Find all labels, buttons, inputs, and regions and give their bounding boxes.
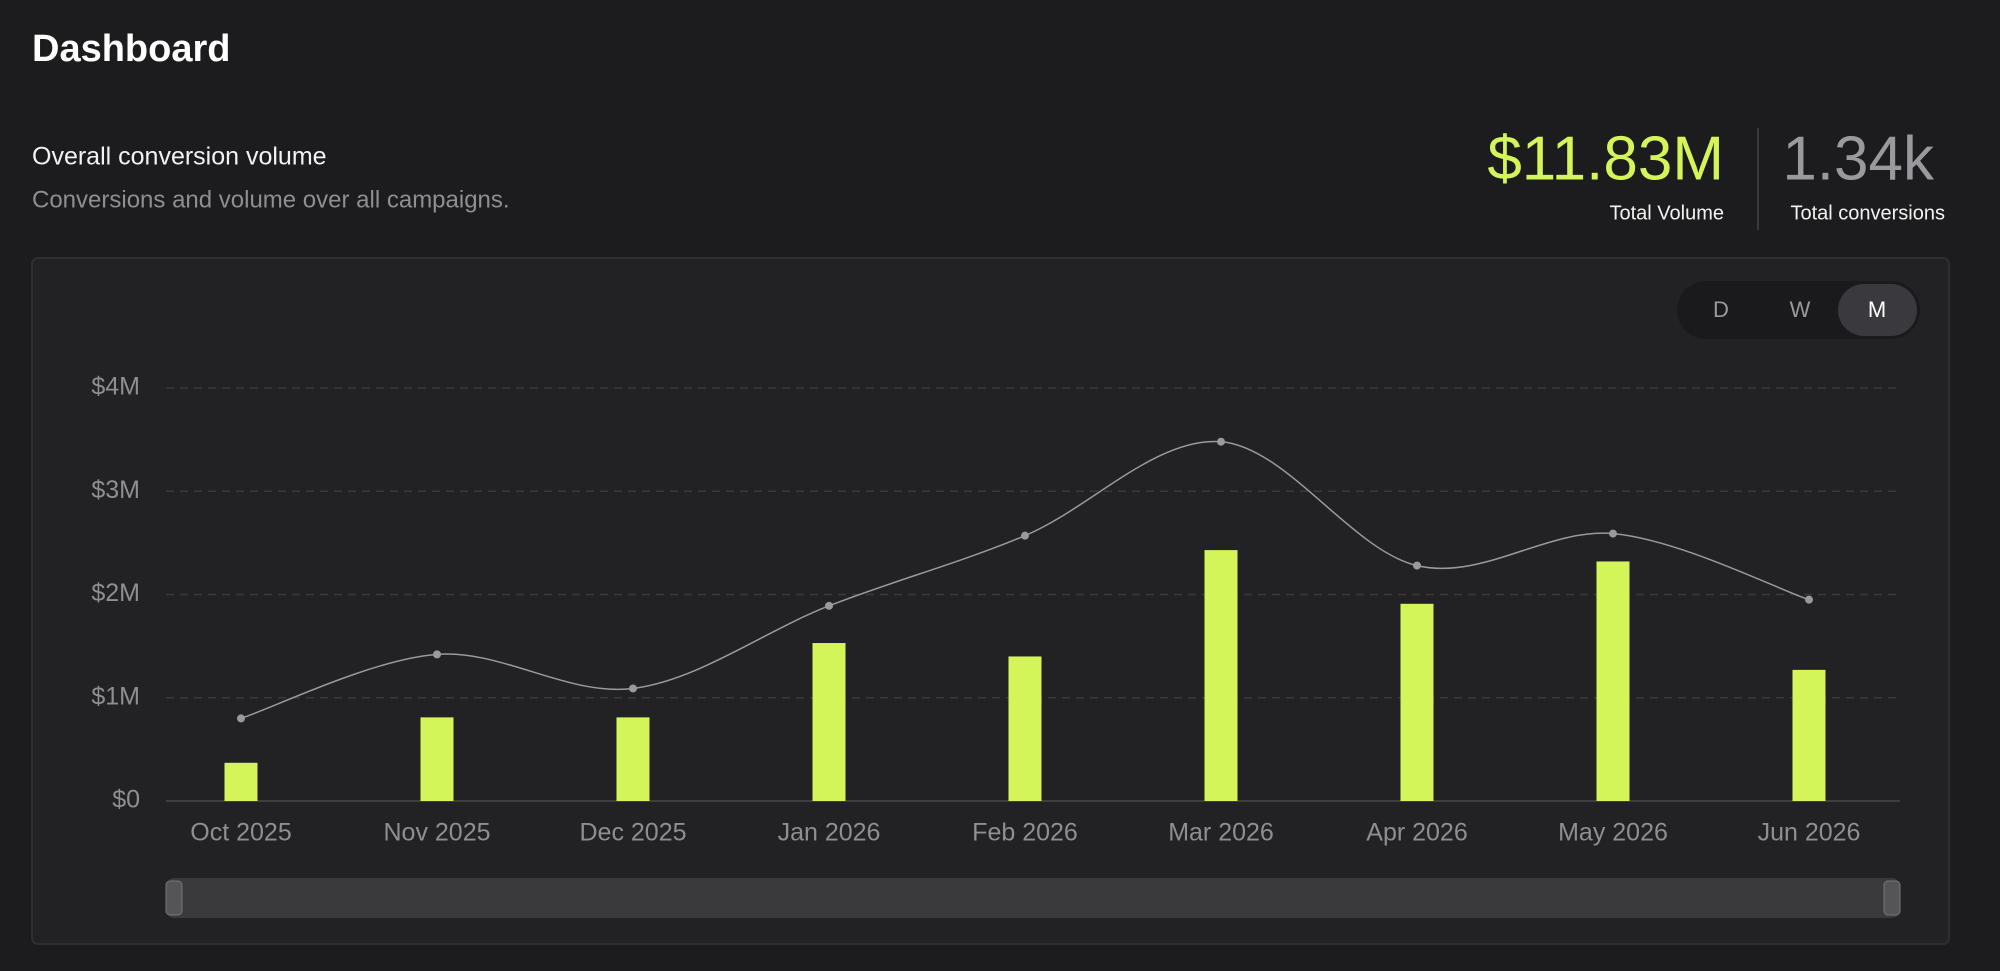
bar — [1596, 561, 1630, 801]
x-tick-label: May 2026 — [1558, 819, 1668, 847]
kpi-value: 1.34k — [1782, 124, 1935, 193]
bar — [812, 643, 846, 801]
y-tick-label: $1M — [91, 682, 140, 710]
kpi-label: Total conversions — [1790, 202, 1945, 224]
toggle-selected-pill — [1838, 284, 1917, 336]
range-handle[interactable] — [165, 880, 183, 916]
kpi-label: Total Volume — [1609, 202, 1724, 224]
y-tick-label: $2M — [91, 579, 140, 607]
toggle-option[interactable]: D — [1713, 297, 1729, 322]
bar — [1400, 603, 1434, 801]
page-title: Dashboard — [32, 28, 230, 70]
x-tick-label: Jan 2026 — [778, 819, 881, 847]
line-point — [1217, 437, 1225, 446]
bar — [224, 762, 258, 801]
y-tick-label: $3M — [91, 476, 140, 504]
line-point — [1021, 531, 1029, 540]
line-point — [433, 650, 441, 659]
line-point — [1413, 561, 1421, 570]
bar — [1204, 550, 1238, 801]
y-tick-label: $4M — [91, 373, 140, 401]
line-point — [237, 714, 245, 723]
range-slider[interactable] — [166, 878, 1900, 918]
kpi-value: $11.83M — [1487, 124, 1724, 193]
line-point — [825, 601, 833, 610]
x-tick-label: Feb 2026 — [972, 819, 1078, 847]
section-subtitle: Conversions and volume over all campaign… — [32, 186, 510, 213]
bar — [420, 717, 454, 801]
x-tick-label: Nov 2025 — [383, 819, 490, 847]
section-title: Overall conversion volume — [32, 143, 327, 171]
toggle-option[interactable]: W — [1790, 297, 1811, 322]
range-handle[interactable] — [1883, 880, 1901, 916]
bar — [1008, 656, 1042, 801]
line-point — [1805, 595, 1813, 604]
toggle-option-selected[interactable]: M — [1868, 297, 1886, 322]
x-tick-label: Apr 2026 — [1366, 819, 1467, 847]
line-point — [629, 684, 637, 693]
bar — [616, 717, 650, 801]
x-tick-label: Dec 2025 — [579, 819, 686, 847]
y-tick-label: $0 — [112, 786, 140, 814]
plot: $0 $1M $2M $3M $4M Oct 2025 Nov 2025 Dec 2025 Ja… — [91, 373, 1900, 847]
x-tick-label: Jun 2026 — [1758, 819, 1861, 847]
x-tick-label: Mar 2026 — [1168, 819, 1274, 847]
line-point — [1609, 529, 1617, 538]
bar — [1792, 669, 1826, 801]
chart-panel — [31, 257, 1950, 945]
x-tick-label: Oct 2025 — [190, 819, 291, 847]
